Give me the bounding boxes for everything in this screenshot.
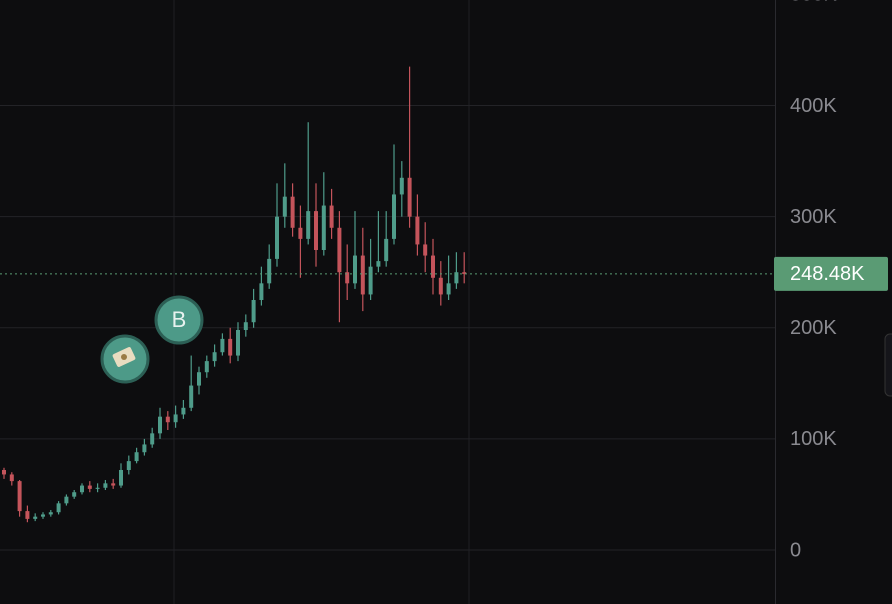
candle-body	[438, 277, 443, 295]
candle-body	[150, 433, 155, 445]
candle-body	[306, 211, 311, 239]
candle-body	[41, 514, 45, 517]
candle-body	[251, 300, 256, 323]
candle-body	[376, 261, 381, 267]
candle-body	[368, 266, 373, 295]
candle-body	[236, 330, 240, 356]
candle-body	[204, 361, 209, 373]
marker-label: B	[172, 307, 187, 332]
candle-body	[80, 485, 84, 493]
candle-body	[337, 227, 342, 273]
candle-body	[33, 516, 38, 519]
candle-body	[111, 483, 116, 486]
candle-body	[212, 352, 217, 362]
candle-body	[189, 385, 194, 408]
price-tag	[774, 256, 888, 291]
price-tag-label: 248.48K	[790, 263, 865, 285]
candle-body	[282, 196, 287, 217]
candle-body	[72, 492, 77, 497]
candle-body	[462, 272, 467, 274]
candle-body	[142, 444, 147, 453]
candle-body	[314, 211, 318, 250]
y-tick-label: 100K	[790, 428, 837, 450]
candle-body	[431, 255, 435, 278]
candle-body	[360, 255, 365, 295]
candle-body	[446, 283, 451, 295]
candle-body	[353, 255, 357, 284]
marker-circle	[154, 295, 204, 345]
candle-body	[181, 407, 186, 415]
candle-body	[321, 205, 326, 250]
plot: 0 100K 200K 300K 400K 500K	[0, 0, 837, 561]
y-tick-label: 300K	[790, 206, 837, 228]
candle-body	[119, 470, 123, 486]
candle-body	[228, 338, 233, 356]
candle-body	[165, 416, 170, 423]
candle-body	[64, 496, 69, 504]
y-tick-label: 500K	[790, 0, 837, 6]
candle-body	[158, 416, 162, 434]
candle-body	[399, 177, 404, 195]
candle-body	[173, 414, 178, 423]
candle-body	[384, 238, 389, 262]
candle-body	[2, 470, 6, 475]
candle-body	[87, 485, 92, 489]
side-tab[interactable]	[884, 333, 892, 397]
candle-body	[392, 194, 396, 239]
candle-body	[243, 322, 248, 330]
candle-body	[415, 216, 420, 245]
candle-body	[56, 503, 61, 513]
candle-body	[220, 338, 225, 353]
candle-body	[423, 244, 428, 256]
candle-body	[48, 512, 53, 515]
event-marker[interactable]	[100, 334, 150, 384]
candle-body	[329, 205, 334, 228]
candle-body	[454, 272, 459, 284]
y-tick-label: 0	[790, 539, 801, 561]
candle-body	[267, 258, 272, 284]
candle-body	[126, 461, 131, 470]
candle-body	[290, 196, 295, 228]
candle-body	[9, 474, 14, 482]
candle-body	[345, 272, 350, 284]
candle-body	[25, 511, 30, 519]
candle-body	[134, 452, 139, 462]
candle-body	[103, 483, 108, 488]
candle-body	[259, 283, 264, 300]
candle-body	[197, 372, 201, 386]
y-tick-label: 200K	[790, 317, 837, 339]
y-tick-label: 400K	[790, 95, 837, 117]
candle-body	[298, 227, 303, 239]
candle-body	[17, 481, 22, 512]
candle-body	[275, 216, 279, 259]
candle-body	[407, 177, 412, 217]
buy-marker[interactable]: B	[154, 295, 204, 345]
candle-body	[95, 487, 100, 489]
marker-icon-dot	[121, 354, 127, 360]
